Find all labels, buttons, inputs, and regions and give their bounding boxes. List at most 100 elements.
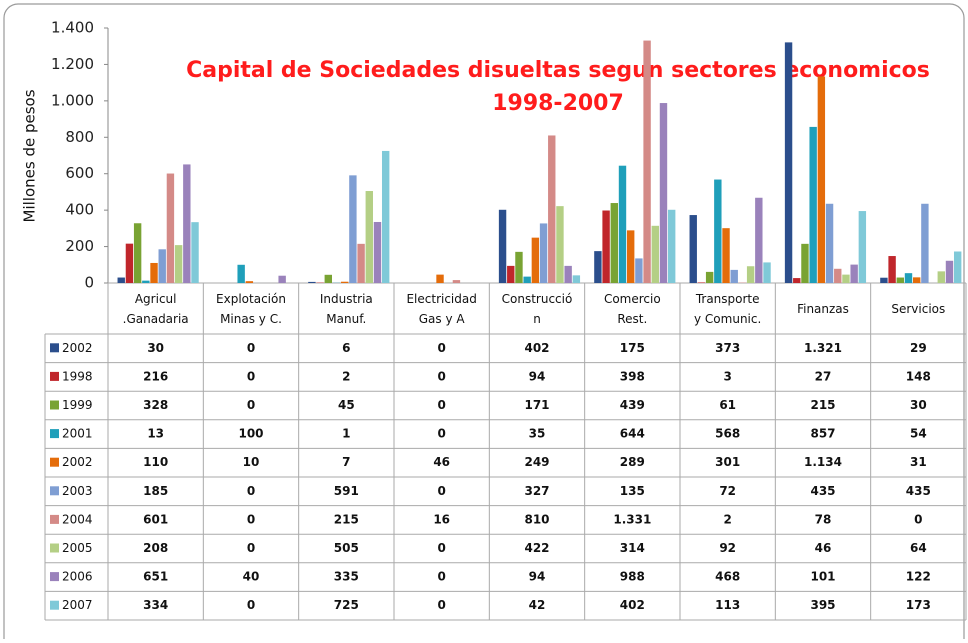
legend-label: 2001 xyxy=(62,427,93,441)
bar xyxy=(515,252,522,283)
bar xyxy=(126,244,133,283)
table-cell: 148 xyxy=(906,369,931,383)
legend-key xyxy=(50,515,59,524)
table-cell: 0 xyxy=(437,541,445,555)
bar xyxy=(706,272,713,283)
table-cell: 10 xyxy=(243,455,260,469)
bar xyxy=(809,127,816,283)
table-cell: 30 xyxy=(147,341,164,355)
table-cell: 94 xyxy=(529,369,546,383)
table-cell: 110 xyxy=(143,455,168,469)
legend-label: 2005 xyxy=(62,541,93,555)
bar xyxy=(142,281,149,283)
table-cell: 2 xyxy=(723,512,731,526)
bar xyxy=(118,278,125,283)
table-cell: 0 xyxy=(437,341,445,355)
bar xyxy=(246,281,253,283)
table-cell: 249 xyxy=(524,455,549,469)
table-cell: 1 xyxy=(342,427,350,441)
bar xyxy=(698,282,705,283)
table-cell: 395 xyxy=(810,598,835,612)
bar xyxy=(594,251,601,283)
bar xyxy=(793,278,800,283)
bar xyxy=(635,258,642,283)
legend-label: 2002 xyxy=(62,455,93,469)
legend-label: 2004 xyxy=(62,512,93,526)
table-cell: 505 xyxy=(334,541,359,555)
table-cell: 29 xyxy=(910,341,927,355)
table-cell: 402 xyxy=(524,341,549,355)
table-cell: 208 xyxy=(143,541,168,555)
bar xyxy=(826,204,833,283)
bar xyxy=(523,277,530,283)
table-cell: 171 xyxy=(524,398,549,412)
table-cell: 601 xyxy=(143,512,168,526)
table-cell: 100 xyxy=(238,427,263,441)
bar xyxy=(325,275,332,283)
bar xyxy=(801,244,808,283)
table-cell: 42 xyxy=(529,598,546,612)
bar xyxy=(731,270,738,283)
table-cell: 0 xyxy=(437,484,445,498)
table-cell: 46 xyxy=(433,455,450,469)
table-cell: 0 xyxy=(914,512,922,526)
table-cell: 644 xyxy=(620,427,645,441)
bar xyxy=(619,166,626,283)
table-cell: 468 xyxy=(715,570,740,584)
legend-key xyxy=(50,458,59,467)
bar xyxy=(349,175,356,283)
table-cell: 591 xyxy=(334,484,359,498)
table-cell: 35 xyxy=(529,427,546,441)
legend-key xyxy=(50,572,59,581)
table-cell: 122 xyxy=(906,570,931,584)
bar xyxy=(785,42,792,283)
bar xyxy=(946,261,953,283)
bar xyxy=(938,271,945,283)
bar xyxy=(842,275,849,283)
table-cell: 92 xyxy=(719,541,736,555)
table-cell: 94 xyxy=(529,570,546,584)
bar xyxy=(763,262,770,283)
legend-label: 1999 xyxy=(62,398,93,412)
legend-key xyxy=(50,544,59,553)
bar xyxy=(237,265,244,283)
legend-key xyxy=(50,343,59,352)
bar xyxy=(150,263,157,283)
table-cell: 173 xyxy=(906,598,931,612)
bar xyxy=(159,249,166,283)
table-cell: 54 xyxy=(910,427,927,441)
table-cell: 439 xyxy=(620,398,645,412)
table-cell: 435 xyxy=(810,484,835,498)
legend-label: 2006 xyxy=(62,570,93,584)
bar xyxy=(564,266,571,283)
bar xyxy=(191,222,198,283)
table-cell: 0 xyxy=(437,398,445,412)
bar xyxy=(668,210,675,283)
y-axis-label: Millones de pesos xyxy=(21,89,39,222)
table-cell: 0 xyxy=(247,598,255,612)
legend-key xyxy=(50,429,59,438)
table-cell: 651 xyxy=(143,570,168,584)
table-cell: 72 xyxy=(719,484,736,498)
y-tick-label: 800 xyxy=(65,128,94,146)
table-cell: 289 xyxy=(620,455,645,469)
bar xyxy=(507,266,514,283)
y-tick-label: 400 xyxy=(65,201,94,219)
table-cell: 335 xyxy=(334,570,359,584)
table-cell: 0 xyxy=(437,427,445,441)
table-cell: 216 xyxy=(143,369,168,383)
table-cell: 1.331 xyxy=(613,512,651,526)
y-tick-label: 200 xyxy=(65,237,94,255)
legend-key xyxy=(50,372,59,381)
x-tick-label: Finanzas xyxy=(797,302,849,316)
bar xyxy=(548,135,555,283)
bar xyxy=(611,203,618,283)
bar xyxy=(357,244,364,283)
table-cell: 0 xyxy=(247,484,255,498)
table-cell: 0 xyxy=(247,398,255,412)
table-cell: 0 xyxy=(437,598,445,612)
bar xyxy=(818,76,825,283)
bar xyxy=(374,222,381,283)
bar xyxy=(905,273,912,283)
